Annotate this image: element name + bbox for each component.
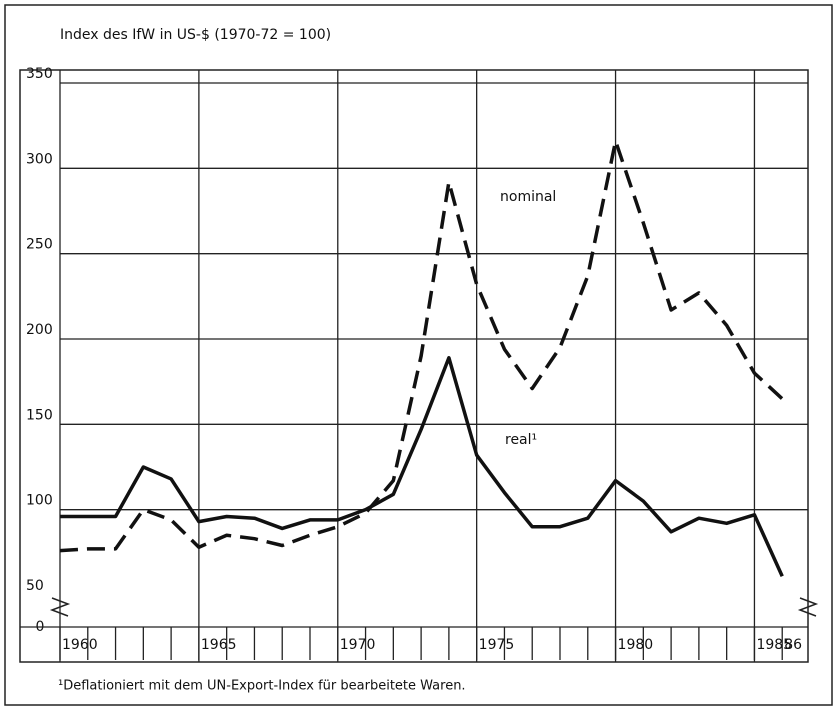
footnote: ¹Deflationiert mit dem UN-Export-Index f… — [58, 679, 466, 694]
page-frame — [4, 4, 833, 706]
x-tick-label: 1975 — [479, 637, 515, 653]
x-tick-label: 86 — [784, 637, 802, 653]
y-tick-label: 150 — [26, 407, 53, 423]
x-tick-label: 1985 — [756, 637, 792, 653]
y-tick-label: 100 — [26, 493, 53, 509]
y-tick-label: 250 — [26, 237, 53, 253]
series-label: real¹ — [505, 432, 537, 448]
series-line — [60, 356, 784, 577]
x-tick-label: 1970 — [340, 637, 376, 653]
plot-frame — [19, 69, 809, 663]
series-label: nominal — [500, 189, 556, 205]
y-tick-label: 300 — [26, 151, 53, 167]
y-tick-label: 200 — [26, 322, 53, 338]
x-tick-label: 1980 — [618, 637, 654, 653]
x-tick-label: 1965 — [201, 637, 237, 653]
y-tick-label: 50 — [26, 578, 44, 594]
axis-break — [797, 597, 819, 617]
series-line — [59, 139, 784, 553]
x-tick-label: 1960 — [62, 637, 98, 653]
y-tick-label: 350 — [26, 66, 53, 82]
chart-title: Index des IfW in US-$ (1970-72 = 100) — [60, 27, 331, 43]
